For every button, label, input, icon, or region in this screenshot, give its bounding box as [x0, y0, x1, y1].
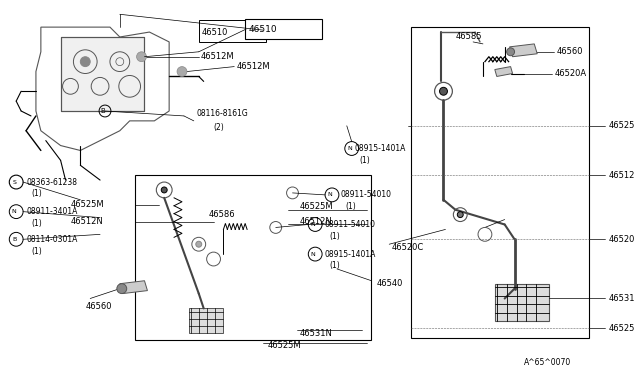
Text: 46520C: 46520C	[391, 243, 424, 252]
Text: 46525: 46525	[608, 121, 635, 130]
Text: 08114-0301A: 08114-0301A	[26, 235, 77, 244]
Circle shape	[161, 187, 167, 193]
Circle shape	[117, 284, 127, 294]
Text: 46531N: 46531N	[300, 328, 332, 337]
Text: 46525: 46525	[608, 324, 635, 333]
Text: S: S	[12, 180, 16, 185]
Circle shape	[507, 48, 515, 56]
Text: 46520A: 46520A	[555, 69, 587, 78]
Text: (1): (1)	[329, 262, 340, 270]
Text: 46560: 46560	[557, 47, 584, 56]
Text: (1): (1)	[31, 219, 42, 228]
Bar	[245, 19, 322, 39]
Text: 08915-1401A: 08915-1401A	[355, 144, 406, 153]
Circle shape	[458, 212, 463, 218]
Text: 46512M: 46512M	[236, 62, 270, 71]
Text: A^65^0070: A^65^0070	[524, 358, 572, 367]
Bar	[134, 175, 371, 340]
Bar	[411, 27, 589, 338]
Circle shape	[177, 67, 187, 77]
Text: 46525M: 46525M	[70, 200, 104, 209]
Text: (1): (1)	[31, 247, 42, 256]
Text: 46560: 46560	[85, 302, 112, 311]
Text: 46510: 46510	[202, 28, 228, 36]
Text: 46531: 46531	[608, 294, 635, 303]
Text: 08911-54010: 08911-54010	[341, 190, 392, 199]
Bar	[61, 37, 145, 111]
Text: 08911-54010: 08911-54010	[324, 220, 375, 229]
Text: 46540: 46540	[376, 279, 403, 288]
Text: N: N	[311, 251, 316, 257]
Text: 46512: 46512	[608, 171, 635, 180]
Bar	[199, 20, 266, 42]
Text: B: B	[100, 108, 106, 114]
Text: N: N	[328, 192, 332, 198]
Bar	[61, 37, 145, 111]
Text: 46512N: 46512N	[300, 217, 332, 226]
Circle shape	[136, 52, 147, 62]
Text: 46520: 46520	[608, 235, 635, 244]
Circle shape	[440, 87, 447, 95]
Text: (1): (1)	[360, 156, 371, 165]
Text: 46525M: 46525M	[300, 202, 333, 211]
Text: (1): (1)	[346, 202, 356, 211]
Text: 08363-61238: 08363-61238	[26, 177, 77, 186]
Text: 46510: 46510	[248, 25, 276, 33]
Text: N: N	[348, 146, 352, 151]
Text: (1): (1)	[31, 189, 42, 198]
Text: N: N	[311, 222, 316, 227]
Text: N: N	[12, 209, 17, 214]
Polygon shape	[495, 67, 513, 77]
Text: 46512N: 46512N	[70, 217, 103, 226]
Text: 08116-8161G: 08116-8161G	[196, 109, 248, 118]
Text: 08911-3401A: 08911-3401A	[26, 207, 77, 216]
Text: B: B	[12, 237, 17, 242]
Circle shape	[196, 241, 202, 247]
Text: 08915-1401A: 08915-1401A	[324, 250, 376, 259]
Bar	[495, 284, 549, 321]
Bar	[189, 308, 223, 333]
Polygon shape	[509, 44, 537, 57]
Text: 46586: 46586	[209, 210, 236, 219]
Text: 46585: 46585	[455, 32, 482, 42]
Text: (2): (2)	[214, 123, 224, 132]
Circle shape	[81, 57, 90, 67]
Polygon shape	[120, 281, 147, 294]
Text: 46525M: 46525M	[268, 341, 301, 350]
Text: (1): (1)	[329, 232, 340, 241]
Text: 46512M: 46512M	[201, 52, 234, 61]
